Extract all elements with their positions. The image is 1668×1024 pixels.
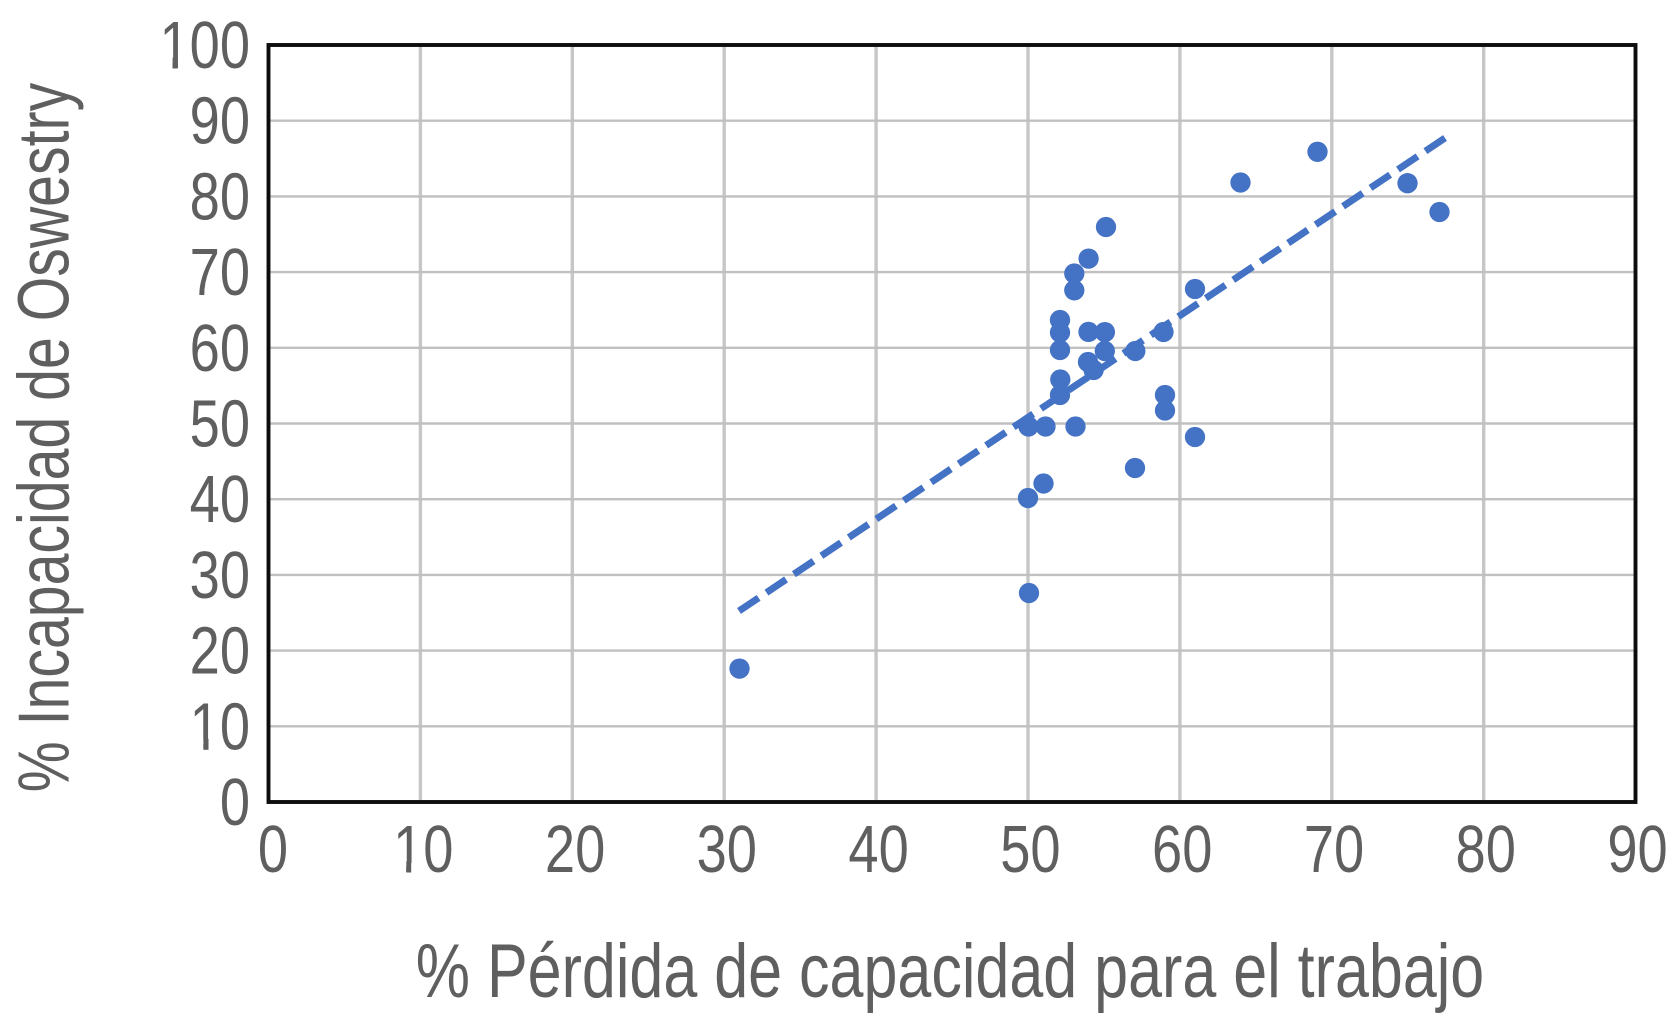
- svg-text:20: 20: [190, 613, 250, 688]
- svg-text:100: 100: [159, 8, 250, 83]
- svg-text:30: 30: [697, 812, 757, 887]
- svg-text:0: 0: [258, 812, 288, 887]
- svg-text:70: 70: [190, 235, 250, 310]
- svg-text:40: 40: [190, 462, 250, 537]
- svg-text:% Incapacidad de Oswestry: % Incapacidad de Oswestry: [3, 82, 84, 792]
- svg-text:80: 80: [1456, 812, 1516, 887]
- svg-text:40: 40: [848, 812, 908, 887]
- svg-text:30: 30: [190, 537, 250, 612]
- svg-text:50: 50: [190, 386, 250, 461]
- svg-text:80: 80: [190, 159, 250, 234]
- svg-text:20: 20: [545, 812, 605, 887]
- svg-text:10: 10: [393, 812, 453, 887]
- svg-text:60: 60: [1152, 812, 1212, 887]
- svg-text:10: 10: [190, 689, 250, 764]
- svg-text:0: 0: [220, 765, 250, 840]
- svg-text:60: 60: [190, 310, 250, 385]
- svg-text:% Pérdida de capacidad para el: % Pérdida de capacidad para el trabajo: [416, 929, 1484, 1014]
- svg-text:90: 90: [1607, 812, 1667, 887]
- svg-text:50: 50: [1000, 812, 1060, 887]
- svg-text:90: 90: [190, 83, 250, 158]
- svg-text:70: 70: [1304, 812, 1364, 887]
